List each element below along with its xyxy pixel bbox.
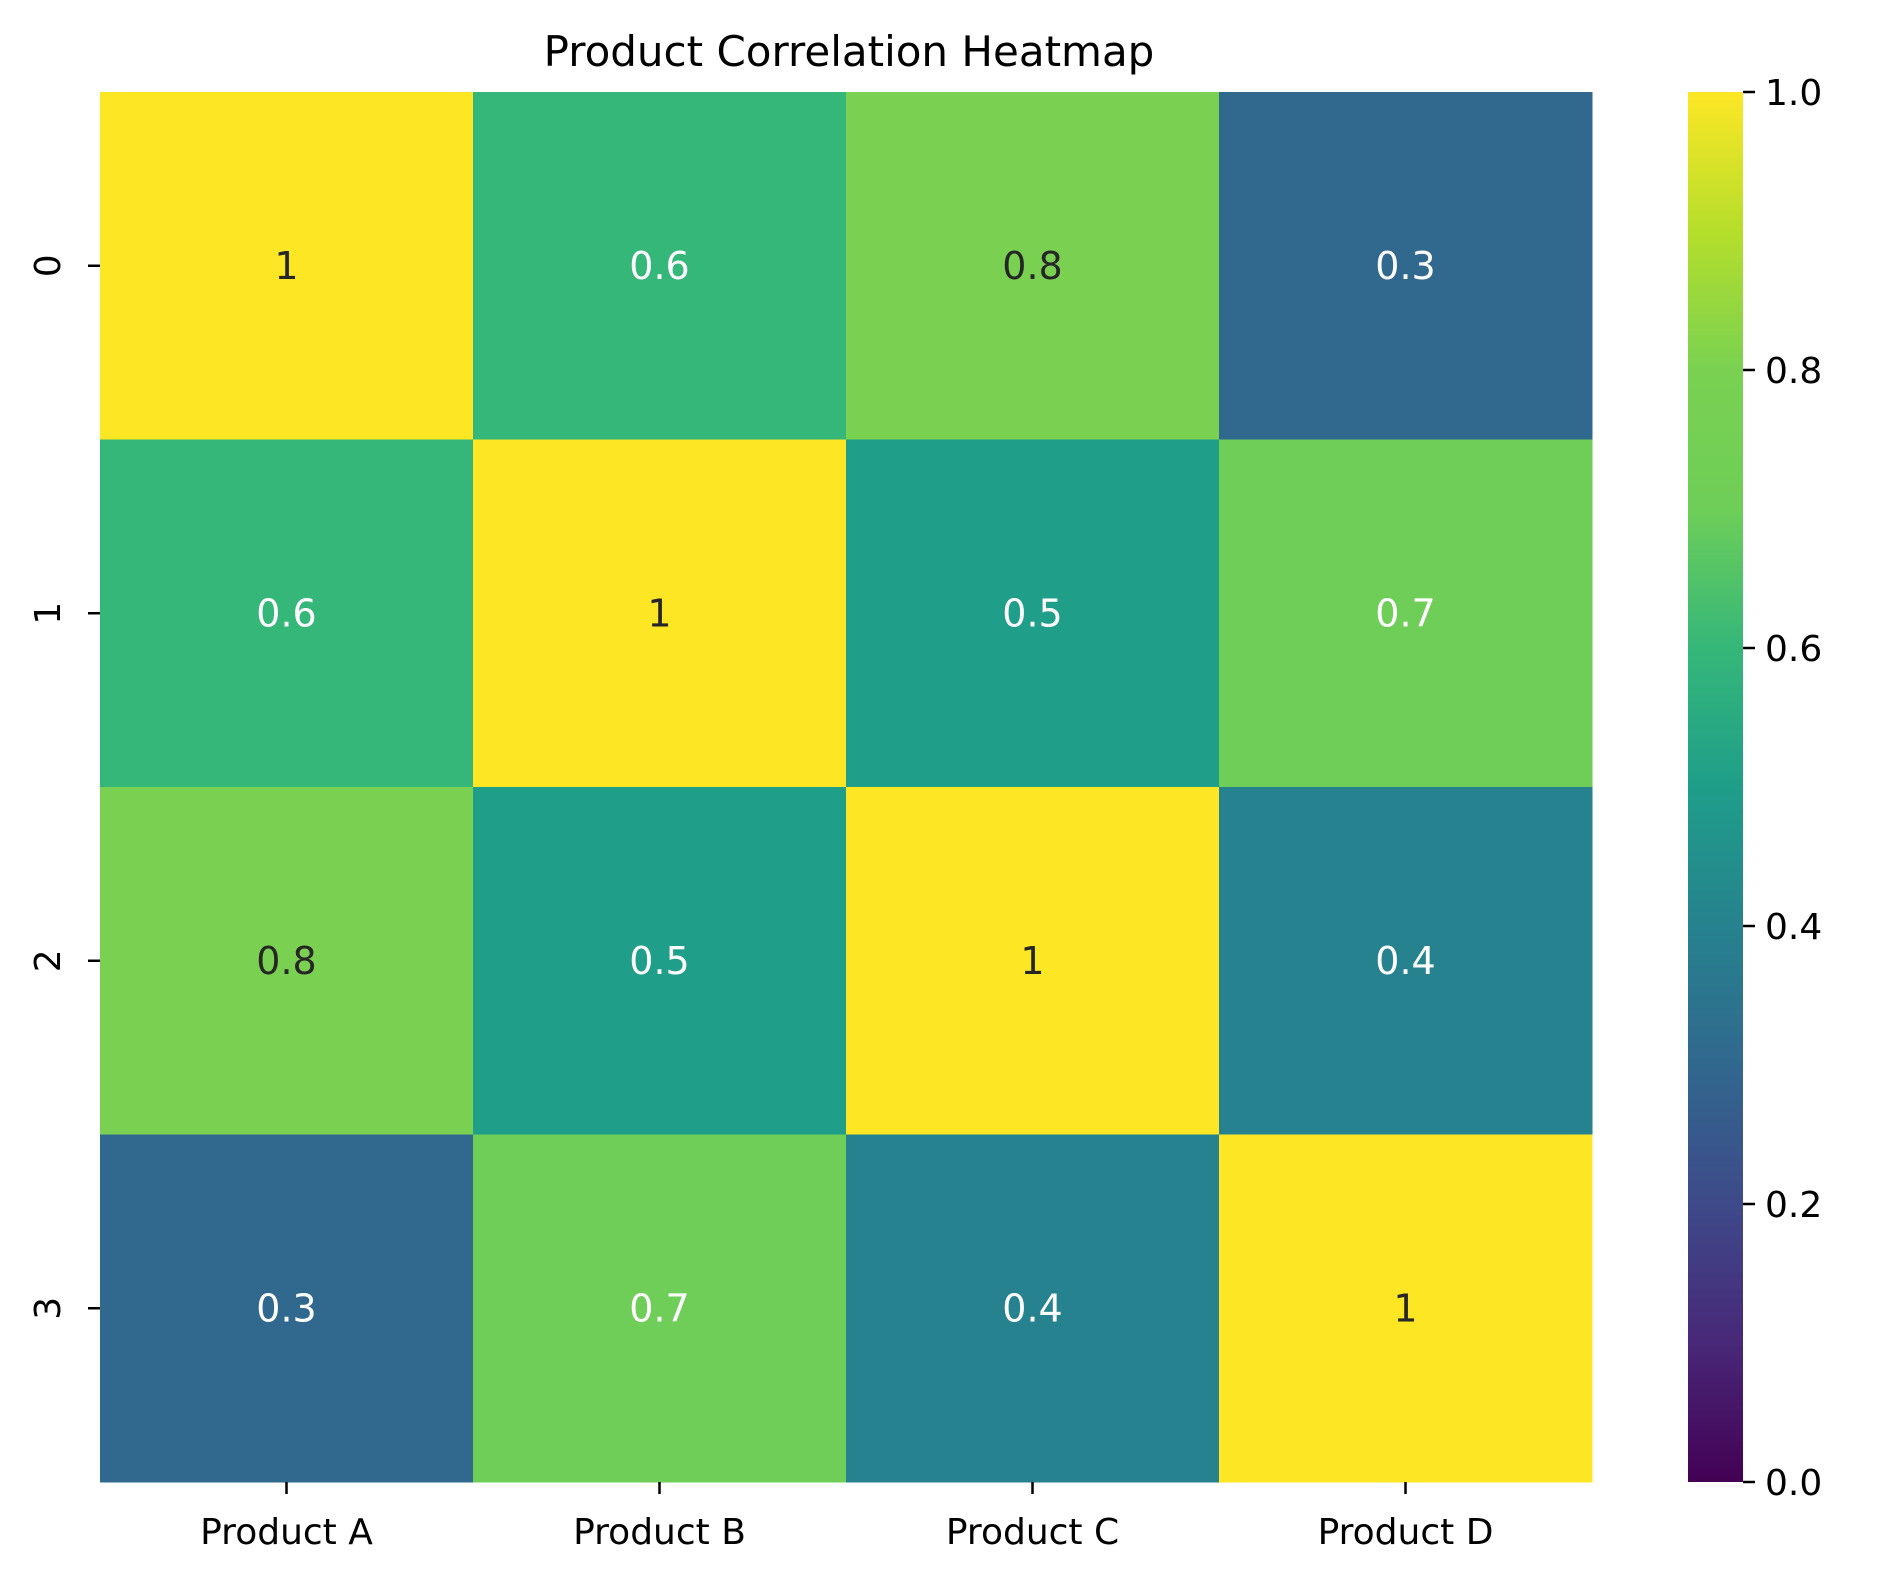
heatmap-cell	[100, 1134, 474, 1483]
cell-value-label: 0.8	[256, 939, 316, 983]
cell-value-label: 1	[1393, 1286, 1417, 1330]
colorbar-tick-label: 0.4	[1765, 907, 1822, 948]
cell-value-label: 0.7	[629, 1286, 689, 1330]
heatmap-cell	[846, 1134, 1220, 1483]
heatmap-cell	[473, 1134, 847, 1483]
colorbar-tick-label: 0.8	[1765, 351, 1822, 392]
cell-value-label: 0.5	[629, 939, 689, 983]
heatmap-cell	[1219, 787, 1593, 1135]
y-tick-label: 3	[28, 1297, 69, 1320]
x-tick-label: Product B	[573, 1512, 746, 1553]
colorbar-tick-label: 1.0	[1765, 73, 1822, 114]
heatmap-cell	[473, 787, 847, 1135]
x-axis: Product A Product B Product C Product D	[200, 1482, 1493, 1553]
heatmap-cell	[473, 92, 847, 440]
cell-value-label: 0.3	[256, 1286, 316, 1330]
colorbar-tick-label: 0.6	[1765, 629, 1822, 670]
heatmap-cells: 1 0.6 0.8 0.3 0.6 1 0.5 0.7 0.8 0.5 1 0.4 0.3 0.7 0.4 1	[100, 92, 1593, 1483]
cell-value-label: 1	[274, 244, 298, 288]
y-tick-label: 0	[28, 254, 69, 277]
heatmap-cell	[846, 439, 1220, 788]
heatmap-cell	[100, 787, 474, 1135]
cell-value-label: 1	[1020, 939, 1044, 983]
x-tick-label: Product D	[1318, 1512, 1494, 1553]
chart-title: Product Correlation Heatmap	[544, 27, 1155, 76]
y-axis: 0 1 2 3	[28, 254, 100, 1320]
y-tick-label: 1	[28, 602, 69, 625]
colorbar-tick-label: 0.0	[1765, 1463, 1822, 1504]
colorbar-ticks: 0.0 0.2 0.4 0.6 0.8 1.0	[1743, 73, 1822, 1504]
cell-value-label: 0.8	[1002, 244, 1062, 288]
cell-value-label: 0.6	[629, 244, 689, 288]
heatmap-cell	[1219, 92, 1593, 440]
y-tick-label: 2	[28, 949, 69, 972]
heatmap-cell	[100, 92, 474, 440]
x-tick-label: Product A	[200, 1512, 373, 1553]
colorbar-tick-label: 0.2	[1765, 1185, 1822, 1226]
heatmap-cell	[846, 787, 1220, 1135]
cell-value-label: 0.5	[1002, 591, 1062, 635]
heatmap-cell	[1219, 1134, 1593, 1483]
cell-value-label: 0.3	[1375, 244, 1435, 288]
cell-value-label: 0.7	[1375, 591, 1435, 635]
colorbar	[1688, 92, 1743, 1482]
heatmap-cell	[100, 439, 474, 788]
cell-value-label: 0.4	[1002, 1286, 1062, 1330]
cell-value-label: 0.4	[1375, 939, 1435, 983]
heatmap-cell	[846, 92, 1220, 440]
cell-value-label: 0.6	[256, 591, 316, 635]
heatmap-cell	[1219, 439, 1593, 788]
x-tick-label: Product C	[946, 1512, 1119, 1553]
cell-value-label: 1	[647, 591, 671, 635]
heatmap-cell	[473, 439, 847, 788]
